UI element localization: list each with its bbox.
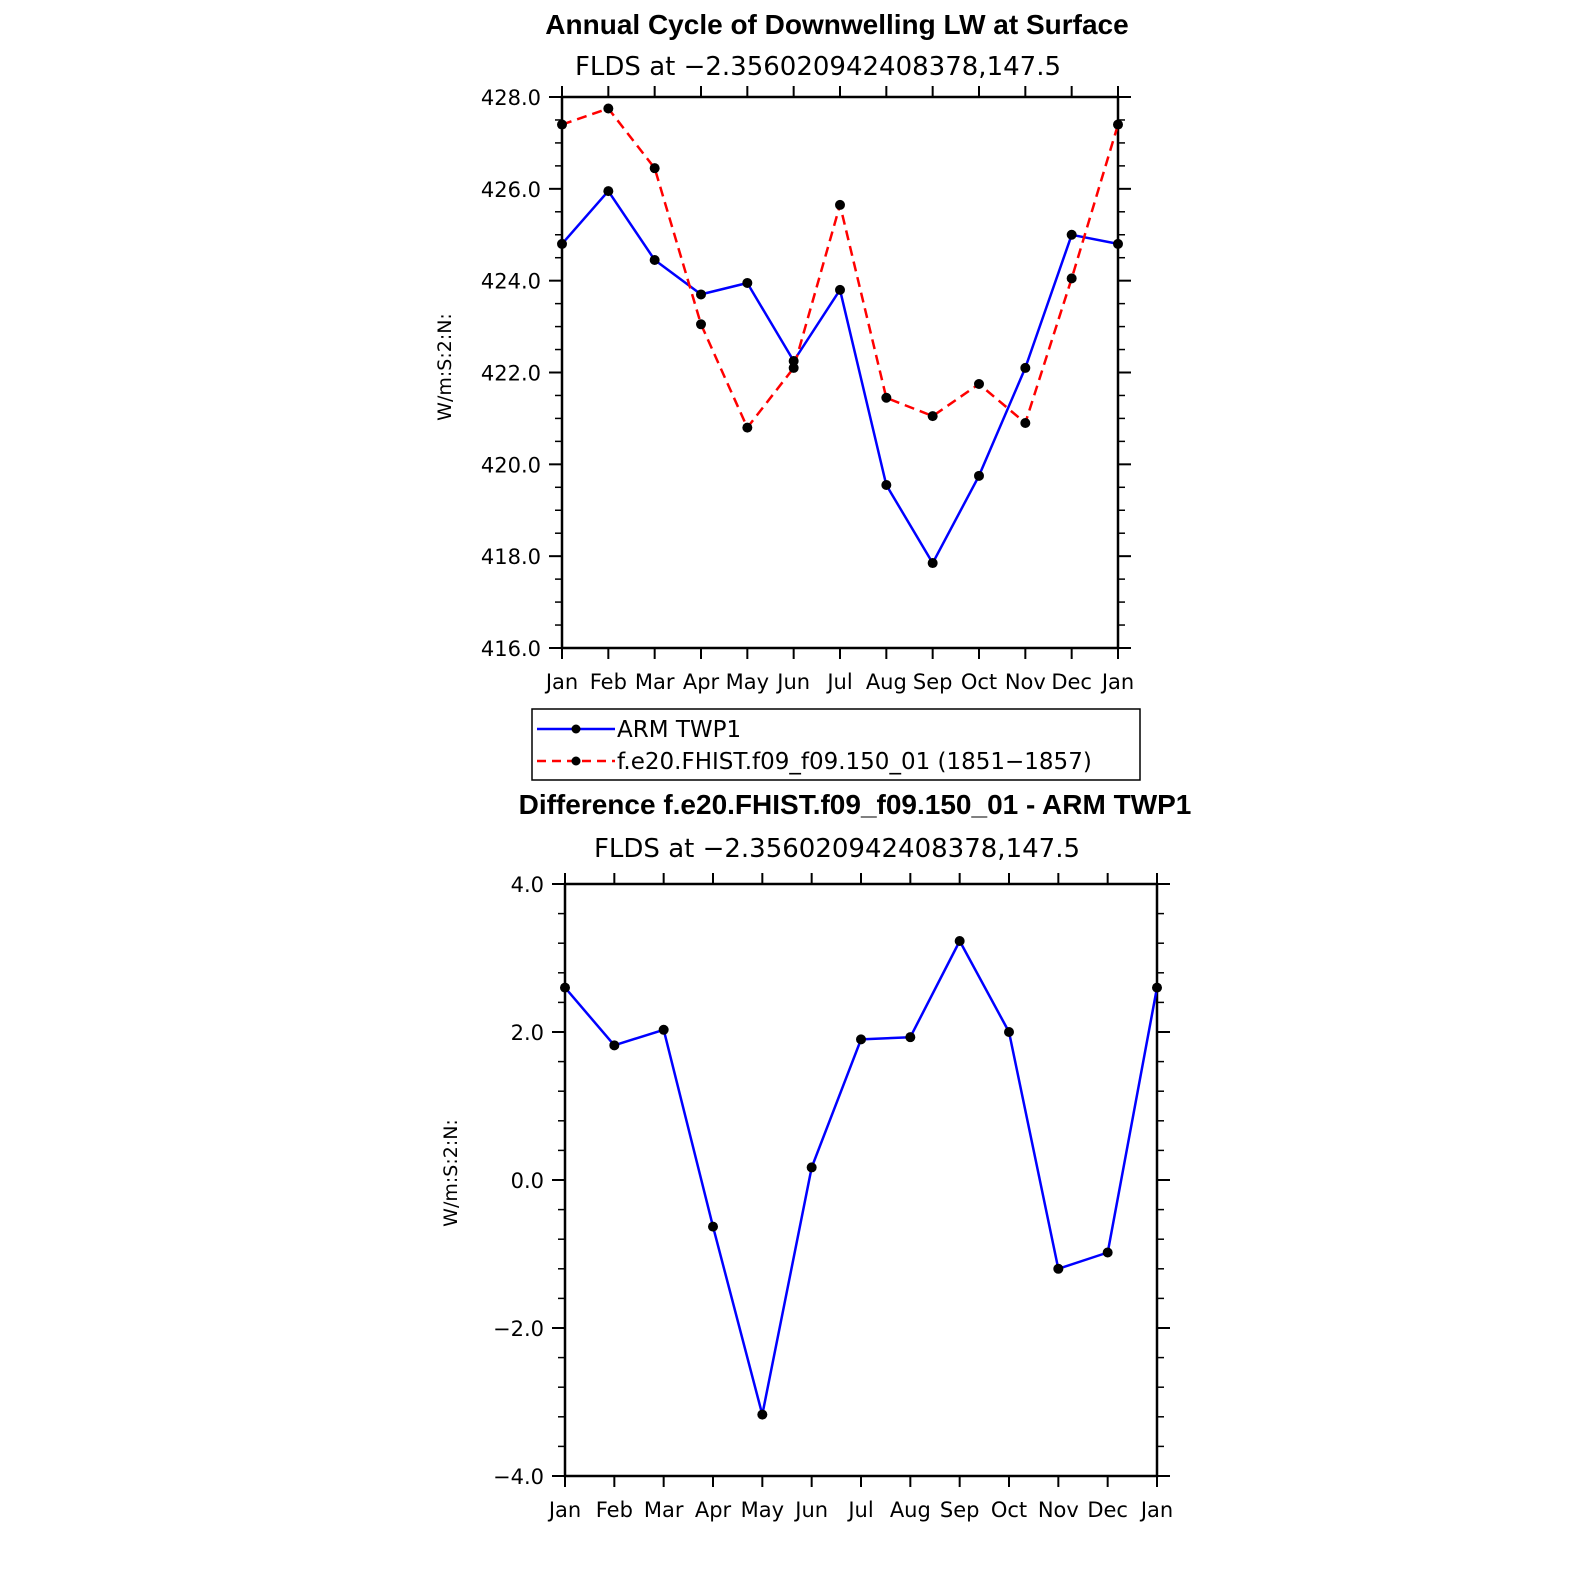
bottom-y-tick-label: −4.0 [493, 1465, 544, 1489]
top-series-0-point [1020, 362, 1031, 373]
bottom-y-tick-label: 0.0 [511, 1169, 544, 1193]
bottom-series-0-point [560, 982, 570, 993]
bottom-series-0-point [1152, 982, 1162, 993]
top-y-tick-label: 428.0 [481, 86, 541, 110]
bottom-series-0-point [1102, 1247, 1113, 1258]
bottom-x-tick-label: Oct [991, 1498, 1027, 1522]
top-x-tick-label: Apr [683, 670, 720, 694]
top-x-tick-label: Jan [544, 670, 578, 694]
top-chart-subtitle: FLDS at −2.356020942408378,147.5 [575, 52, 1061, 82]
top-y-tick-label: 418.0 [481, 545, 541, 569]
top-x-tick-label: Mar [635, 670, 675, 694]
top-x-tick-label: Oct [961, 670, 997, 694]
legend: ARM TWP1 f.e20.FHIST.f09_f09.150_01 (185… [531, 708, 1141, 781]
top-series-line-1 [561, 107, 1120, 429]
top-y-tick-label: 416.0 [481, 637, 541, 661]
top-series-0-point [927, 558, 938, 569]
top-y-tick-label: 422.0 [481, 362, 541, 386]
top-x-tick-label: Feb [590, 670, 627, 694]
top-series-1-point [696, 319, 706, 330]
bottom-series-line-0 [564, 939, 1159, 1416]
top-series-1-point [788, 362, 799, 373]
bottom-x-tick-label: Jan [1139, 1498, 1173, 1522]
legend-label-arm: ARM TWP1 [617, 717, 741, 743]
top-series-0-point [974, 470, 984, 481]
bottom-x-tick-label: Jan [547, 1498, 581, 1522]
bottom-x-tick-label: Jul [846, 1498, 873, 1522]
top-chart-title: Annual Cycle of Downwelling LW at Surfac… [545, 9, 1128, 40]
bottom-series-0-point [757, 1409, 768, 1420]
bottom-series-0-point [658, 1024, 669, 1035]
top-chart-ylabel: W/m:S:2:N: [434, 313, 456, 421]
top-y-tick-label: 420.0 [481, 453, 541, 477]
top-x-tick-label: Jan [1100, 670, 1134, 694]
top-series-0-point [835, 284, 845, 295]
bottom-x-tick-label: May [741, 1498, 784, 1522]
bottom-chart-ylabel: W/m:S:2:N: [440, 1119, 462, 1227]
top-y-tick-label: 426.0 [481, 178, 541, 202]
legend-box [531, 708, 1141, 781]
bottom-chart-plot: Jan Feb Mar Apr May Jun Jul Aug Sep Oct Nov Dec Jan−… [493, 873, 1173, 1522]
top-series-0-point [1066, 229, 1077, 240]
top-series-1-point [974, 378, 984, 389]
top-x-tick-label: Aug [866, 670, 907, 694]
top-series-1-point [835, 199, 845, 210]
top-series-0-point [696, 289, 706, 300]
top-series-1-point [1113, 119, 1123, 130]
top-series-0-point [742, 277, 753, 288]
bottom-chart-subtitle: FLDS at −2.356020942408378,147.5 [594, 834, 1080, 864]
bottom-x-tick-label: Sep [940, 1498, 980, 1522]
top-series-1-point [881, 392, 892, 403]
top-x-tick-label: Jul [825, 670, 852, 694]
bottom-plot-frame [563, 882, 1159, 1478]
bottom-series-0-point [856, 1034, 866, 1045]
top-series-0-point [603, 186, 614, 197]
bottom-x-tick-label: Feb [596, 1498, 633, 1522]
top-series-0-point [881, 479, 892, 490]
bottom-y-tick-label: 4.0 [511, 873, 544, 897]
legend-label-model: f.e20.FHIST.f09_f09.150_01 (1851−1857) [617, 749, 1092, 775]
bottom-series-0-point [1053, 1263, 1064, 1274]
bottom-chart-title: Difference f.e20.FHIST.f09_f09.150_01 - … [519, 789, 1192, 820]
bottom-series-0-point [954, 935, 965, 946]
top-series-0-point [649, 255, 660, 266]
bottom-series-0-point [1004, 1027, 1014, 1037]
legend-marker-model [571, 756, 581, 766]
top-series-1-point [1066, 273, 1077, 284]
top-series-1-point [603, 103, 614, 114]
bottom-series-0-point [609, 1040, 620, 1051]
top-series-1-point [1020, 418, 1031, 429]
top-series-0-point [788, 356, 799, 367]
top-series-0-point [557, 238, 567, 249]
bottom-x-tick-label: Apr [695, 1498, 732, 1522]
bottom-series-0-point [708, 1221, 718, 1232]
top-series-0-point [1113, 238, 1123, 249]
top-series-1-point [742, 422, 753, 433]
top-series-1-point [927, 411, 938, 422]
bottom-x-tick-label: Dec [1087, 1498, 1128, 1522]
top-series-line-0 [561, 189, 1119, 565]
bottom-x-tick-label: Aug [890, 1498, 931, 1522]
bottom-x-tick-label: Mar [644, 1498, 684, 1522]
top-plot-frame [560, 95, 1120, 650]
top-x-tick-label: Sep [913, 670, 953, 694]
top-x-tick-label: Nov [1005, 670, 1046, 694]
bottom-series-0-point [905, 1032, 916, 1043]
top-y-tick-label: 424.0 [481, 270, 541, 294]
bottom-x-tick-label: Nov [1038, 1498, 1079, 1522]
bottom-y-tick-label: 2.0 [511, 1021, 544, 1045]
top-series-1-point [649, 163, 660, 174]
top-chart-plot: Jan Feb Mar Apr May Jun Jul Aug Sep Oct Nov Dec Jan4… [481, 86, 1134, 694]
bottom-y-tick-label: −2.0 [493, 1317, 544, 1341]
legend-marker-arm [571, 724, 581, 734]
top-x-tick-label: Dec [1051, 670, 1092, 694]
bottom-x-tick-label: Jun [793, 1498, 828, 1522]
top-x-tick-label: May [726, 670, 769, 694]
top-x-tick-label: Jun [775, 670, 810, 694]
bottom-series-0-point [806, 1162, 817, 1173]
top-series-1-point [557, 119, 567, 130]
